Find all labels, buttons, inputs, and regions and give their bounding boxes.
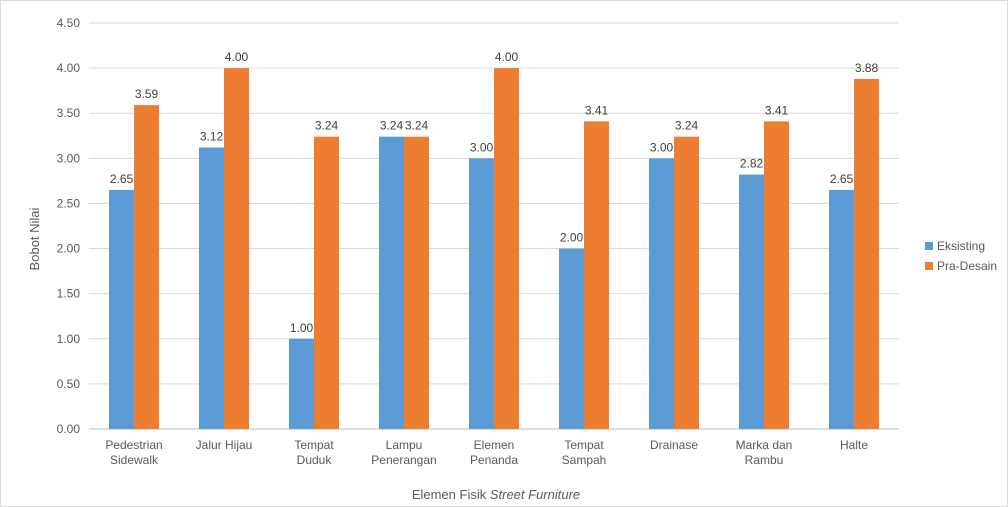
x-tick-label: Pedestrian Sidewalk: [105, 438, 162, 467]
legend-label: Pra-Desain: [937, 259, 997, 273]
x-tick-label: Marka dan Rambu: [736, 438, 793, 467]
legend-swatch: [925, 262, 933, 270]
y-tick-label: 3.50: [57, 106, 81, 120]
data-labels: 2.653.593.124.001.003.24 3.24 3.243.004.00…: [110, 50, 879, 335]
bar-pra-desain: [134, 105, 159, 429]
bar-eksisting: [469, 158, 494, 430]
bars: [109, 68, 879, 430]
y-tick-label: 4.50: [57, 16, 81, 30]
bar-eksisting: [559, 248, 584, 429]
data-label: 3.88: [855, 61, 879, 75]
bar-eksisting: [289, 338, 314, 429]
bar-pra-desain: [494, 68, 519, 429]
bar-eksisting: [829, 189, 854, 429]
x-axis-title-prefix: Elemen Fisik: [412, 487, 490, 502]
y-tick-label: 1.00: [57, 332, 81, 346]
bar-pra-desain: [674, 136, 699, 429]
x-tick-label: Tempat Sampah: [562, 438, 607, 467]
x-tick-label: Elemen Penanda: [470, 438, 518, 467]
y-tick-label: 1.50: [57, 287, 81, 301]
bar-eksisting: [199, 147, 224, 430]
data-label: 3.41: [765, 103, 789, 117]
data-label: 2.65: [110, 172, 134, 186]
bar-eksisting: [109, 189, 134, 429]
x-axis-ticks: Pedestrian Sidewalk Jalur Hijau Tempat Duduk…: [105, 438, 868, 467]
x-tick-label: Drainase: [650, 438, 698, 452]
x-tick-label: Halte: [840, 438, 868, 452]
data-label: 3.59: [135, 87, 159, 101]
bar-pra-desain: [224, 68, 249, 429]
y-tick-label: 0.50: [57, 377, 81, 391]
data-label: 3.24: [405, 119, 429, 133]
data-label: 3.41: [585, 103, 609, 117]
y-tick-label: 3.00: [57, 151, 81, 165]
legend-label: Eksisting: [937, 239, 985, 253]
y-tick-label: 2.00: [57, 242, 81, 256]
legend-swatch: [925, 242, 933, 250]
legend: Eksisting Pra-Desain: [925, 239, 997, 273]
y-tick-label: 2.50: [57, 196, 81, 210]
data-label: 3.00: [650, 140, 674, 154]
data-label: 3.24: [380, 119, 404, 133]
x-tick-label: Tempat Duduk: [294, 438, 334, 467]
x-tick-label: Lampu Penerangan: [371, 438, 436, 467]
bar-eksisting: [649, 158, 674, 430]
data-label: 3.24: [315, 119, 339, 133]
y-tick-label: 4.00: [57, 61, 81, 75]
bar-pra-desain: [584, 121, 609, 429]
data-label: 1.00: [290, 321, 314, 335]
data-label: 3.12: [200, 130, 224, 144]
bar-pra-desain: [314, 136, 339, 429]
bar-pra-desain: [764, 121, 789, 429]
bar-eksisting: [739, 174, 764, 429]
data-label: 2.82: [740, 157, 764, 171]
data-label: 3.24: [675, 119, 699, 133]
x-tick-label: Jalur Hijau: [196, 438, 253, 452]
x-axis-title-italic: Street Furniture: [490, 487, 580, 502]
x-axis-title: Elemen Fisik Street Furniture: [412, 487, 580, 502]
y-axis-title: Bobot Nilai: [27, 207, 42, 270]
data-label: 2.00: [560, 231, 584, 245]
bar-pra-desain: [404, 136, 429, 429]
data-label: 4.00: [225, 50, 249, 64]
data-label: 2.65: [830, 172, 854, 186]
bar-eksisting: [379, 136, 404, 429]
y-tick-label: 0.00: [57, 422, 81, 436]
data-label: 4.00: [495, 50, 519, 64]
y-axis-ticks: 0.00 0.50 1.00 1.50 2.00 2.50 3.00 3.50 4.00 4.50: [57, 16, 81, 436]
data-label: 3.00: [470, 140, 494, 154]
bar-pra-desain: [854, 78, 879, 429]
